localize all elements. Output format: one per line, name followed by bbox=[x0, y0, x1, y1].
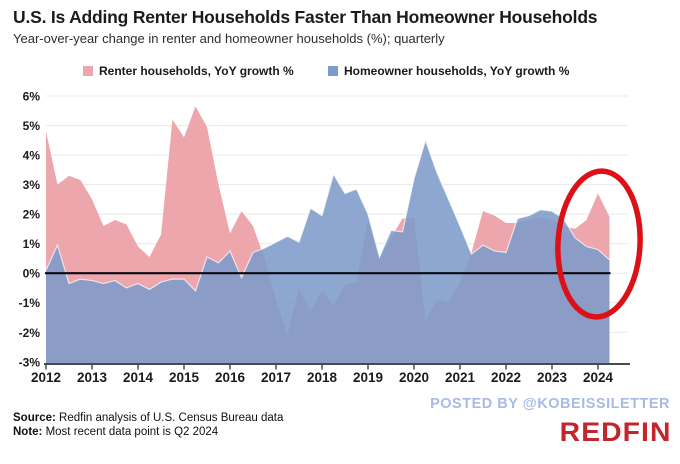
x-axis-label: 2015 bbox=[169, 370, 200, 385]
y-axis-label: 3% bbox=[23, 178, 41, 192]
highlight-ellipse bbox=[555, 168, 643, 320]
homeowner-area bbox=[46, 140, 610, 364]
source-text: Redfin analysis of U.S. Census Bureau da… bbox=[55, 412, 284, 424]
x-axis-label: 2019 bbox=[353, 370, 383, 385]
x-axis-label: 2018 bbox=[307, 370, 338, 385]
x-axis-label: 2020 bbox=[399, 370, 429, 385]
renter-legend-label: Renter households, YoY growth % bbox=[99, 64, 294, 78]
y-axis-label: 2% bbox=[23, 208, 41, 222]
x-axis-label: 2022 bbox=[491, 370, 521, 385]
x-axis-label: 2012 bbox=[31, 370, 61, 385]
legend-item-homeowner: Homeowner households, YoY growth % bbox=[328, 64, 569, 78]
homeowner-edge bbox=[45, 138, 610, 293]
y-axis-label: -3% bbox=[19, 355, 41, 369]
x-axis-label: 2024 bbox=[583, 370, 614, 385]
watermark: POSTED BY @KOBEISSILETTER bbox=[430, 396, 670, 412]
x-axis-label: 2017 bbox=[261, 370, 291, 385]
x-axis-label: 2014 bbox=[123, 370, 154, 385]
y-axis-label: 4% bbox=[23, 149, 41, 163]
note-label: Note: bbox=[13, 426, 43, 438]
homeowner-legend-swatch bbox=[328, 66, 338, 76]
y-axis-label: 6% bbox=[23, 90, 41, 104]
redfin-logo: REDFIN bbox=[559, 417, 671, 447]
y-axis-label: -1% bbox=[19, 296, 41, 310]
x-axis-label: 2023 bbox=[537, 370, 568, 385]
renter-legend-swatch bbox=[83, 66, 93, 76]
note-text: Most recent data point is Q2 2024 bbox=[42, 426, 219, 438]
legend-item-renter: Renter households, YoY growth % bbox=[83, 64, 294, 78]
chart-title: U.S. Is Adding Renter Households Faster … bbox=[13, 7, 598, 27]
x-axis-label: 2021 bbox=[445, 370, 476, 385]
y-axis-label: 0% bbox=[23, 267, 41, 281]
chart-subtitle: Year-over-year change in renter and home… bbox=[13, 31, 445, 46]
y-axis-label: 5% bbox=[23, 119, 41, 133]
source-label: Source: bbox=[13, 412, 56, 424]
x-axis-label: 2013 bbox=[77, 370, 108, 385]
note-line: Note: Most recent data point is Q2 2024 bbox=[13, 426, 218, 438]
y-axis-label: 1% bbox=[23, 237, 41, 251]
x-axis-label: 2016 bbox=[215, 370, 246, 385]
source-line: Source: Redfin analysis of U.S. Census B… bbox=[13, 412, 283, 424]
y-axis-label: -2% bbox=[19, 326, 41, 340]
homeowner-legend-label: Homeowner households, YoY growth % bbox=[344, 64, 570, 78]
